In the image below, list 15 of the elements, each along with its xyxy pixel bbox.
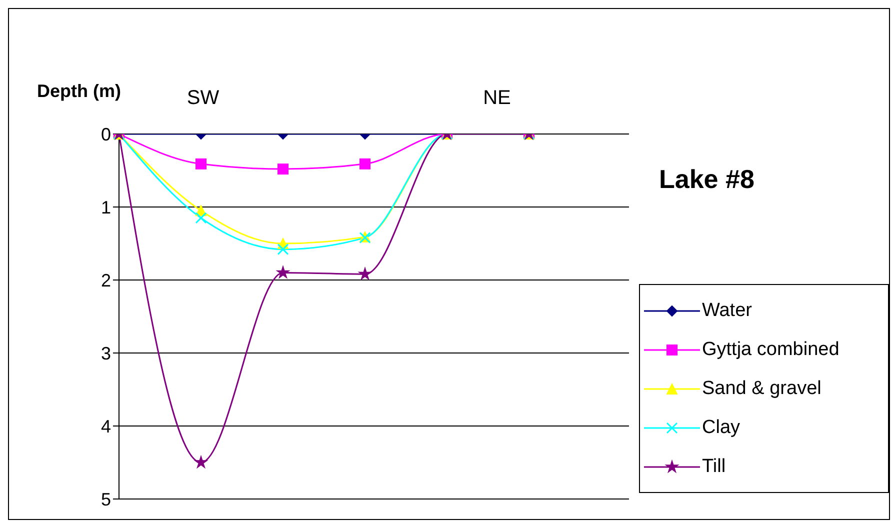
legend-label: Sand & gravel — [702, 378, 822, 400]
legend-label: Gyttja combined — [702, 338, 840, 360]
y-tick-label: 5 — [100, 489, 111, 510]
y-axis-title: Depth (m) — [37, 81, 121, 102]
legend-label: Clay — [702, 416, 740, 438]
text: Lake #8 — [659, 164, 754, 195]
legend-label: Till — [702, 456, 726, 478]
y-tick-label: 3 — [100, 343, 111, 364]
y-tick-label: 2 — [100, 270, 111, 290]
text: NE — [482, 87, 512, 110]
y-tick-label: 4 — [100, 416, 111, 436]
y-tick-label: 0 — [100, 124, 111, 144]
text: SW — [186, 87, 220, 110]
legend-label: Water — [702, 300, 752, 322]
y-tick-label: 1 — [100, 197, 111, 218]
